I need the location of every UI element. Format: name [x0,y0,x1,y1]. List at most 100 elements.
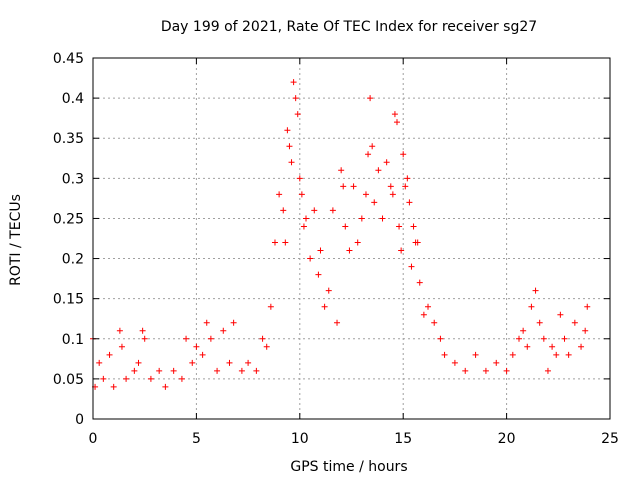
data-point [311,207,318,214]
data-point [259,335,266,342]
data-point [402,183,409,190]
y-tick-label: 0.1 [62,332,84,348]
data-point [544,367,551,374]
data-point [288,159,295,166]
data-point [532,287,539,294]
y-tick-label: 0 [75,412,84,428]
data-point [334,319,341,326]
data-point [253,367,260,374]
data-point [116,327,123,334]
x-tick-label: 15 [394,431,412,447]
y-tick-label: 0.25 [53,211,84,227]
data-point [557,311,564,318]
x-tick-label: 10 [291,431,309,447]
data-point [561,335,568,342]
data-point [298,191,305,198]
data-point [365,151,372,158]
data-point [441,351,448,358]
y-tick-label: 0.2 [62,252,84,268]
data-point [207,335,214,342]
data-point [170,367,177,374]
y-tick-label: 0.45 [53,51,84,67]
data-point [571,319,578,326]
data-point [238,367,245,374]
data-point [398,247,405,254]
data-point [350,183,357,190]
data-point [371,199,378,206]
data-point [271,239,278,246]
data-point [267,303,274,310]
data-point [178,375,185,382]
data-point [420,311,427,318]
data-point [416,279,423,286]
data-point [437,335,444,342]
data-point [354,239,361,246]
data-point [162,383,169,390]
data-point [292,95,299,102]
data-point [553,351,560,358]
data-point [425,303,432,310]
data-point [516,335,523,342]
data-point [549,343,556,350]
data-point [106,351,113,358]
data-point [462,367,469,374]
data-point [367,95,374,102]
y-axis-label: ROTI / TECUs [8,194,24,286]
data-point [472,351,479,358]
data-point [410,223,417,230]
data-point [280,207,287,214]
y-tick-label: 0.35 [53,131,84,147]
data-point [214,367,221,374]
data-point [520,327,527,334]
data-point [565,351,572,358]
data-point [284,127,291,134]
data-point [325,287,332,294]
data-point [584,303,591,310]
data-point [96,359,103,366]
data-point [276,191,283,198]
plot-frame [92,57,611,420]
data-point [123,375,130,382]
y-tick-label: 0.3 [62,171,84,187]
data-point [263,343,270,350]
data-point [509,351,516,358]
x-axis-label: GPS time / hours [290,459,407,475]
data-point [203,319,210,326]
data-point [141,335,148,342]
points [90,79,591,390]
data-point [147,375,154,382]
data-point [100,375,107,382]
data-point [524,343,531,350]
data-point [110,383,117,390]
data-point [540,335,547,342]
x-tick-label: 20 [498,431,516,447]
data-point [383,159,390,166]
data-point [135,359,142,366]
data-point [482,367,489,374]
data-point [321,303,328,310]
data-point [296,175,303,182]
x-tick-label: 0 [89,431,98,447]
data-point [156,367,163,374]
data-point [189,359,196,366]
data-point [431,319,438,326]
data-point [406,199,413,206]
data-point [389,191,396,198]
data-point [408,263,415,270]
data-point [199,351,206,358]
data-point [230,319,237,326]
y-tick-label: 0.15 [53,292,84,308]
data-point [226,359,233,366]
data-point [358,215,365,222]
data-point [414,239,421,246]
data-point [379,215,386,222]
data-point [578,343,585,350]
data-point [286,143,293,150]
data-point [220,327,227,334]
data-point [303,215,310,222]
data-point [362,191,369,198]
data-point [387,183,394,190]
data-point [400,151,407,158]
data-point [391,111,398,118]
